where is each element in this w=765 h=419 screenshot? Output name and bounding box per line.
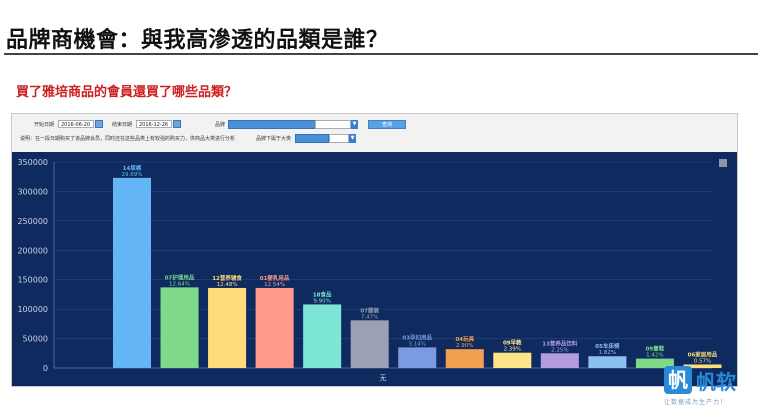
bar: [160, 287, 199, 368]
title-divider: [4, 53, 758, 55]
report-panel: 开始日期 2016-06-20 结束日期 2016-12-26 品牌 ▼ 查询 …: [11, 113, 738, 387]
bar: [398, 347, 437, 368]
bar-category-label: 04玩具: [455, 335, 474, 343]
bar-percent-label: 2.90%: [456, 343, 473, 349]
bar-percent-label: 1.82%: [599, 350, 616, 356]
filter-bar: 开始日期 2016-06-20 结束日期 2016-12-26 品牌 ▼ 查询 …: [12, 114, 737, 152]
calendar-icon[interactable]: [95, 120, 103, 128]
y-tick-label: 150000: [17, 276, 48, 285]
y-tick-label: 0: [43, 364, 48, 373]
bar-category-label: 05车床椅: [595, 342, 620, 350]
bar-percent-label: 12.64%: [169, 281, 190, 287]
category-select-value[interactable]: [329, 134, 349, 143]
chart-svg: 0 50000 100000 150000 200000 250000 300000 3500…: [17, 158, 722, 382]
bar-percent-label: 7.47%: [361, 314, 378, 320]
bar: [303, 304, 342, 368]
bar-percent-label: 9.90%: [313, 298, 330, 304]
bar-category-label: 01婴乳用品: [260, 274, 290, 282]
bar-category-label: 18食品: [313, 290, 332, 298]
bar: [540, 353, 579, 368]
bar-percent-label: 3.14%: [408, 341, 425, 347]
bar: [445, 349, 484, 368]
category-label: 品牌下属于大类: [256, 136, 292, 142]
bar-percent-label: 2.25%: [551, 347, 568, 353]
bar-category-label: 03孕妇用品: [402, 333, 432, 341]
bar: [208, 287, 247, 368]
bar: [350, 320, 389, 368]
y-tick-label: 100000: [17, 305, 48, 314]
start-date-input[interactable]: 2016-06-20: [58, 120, 94, 128]
bar-chart: 0 50000 100000 150000 200000 250000 300000 3500…: [12, 152, 737, 386]
bar-percent-label: 29.69%: [122, 172, 143, 178]
bar-category-label: 09早教: [503, 339, 522, 347]
bar: [493, 352, 532, 368]
brand-label: 品牌: [215, 122, 226, 128]
logo-slogan: 让数据成为生产力！: [664, 399, 728, 406]
start-date-label: 开始日期: [34, 122, 55, 128]
chevron-down-icon[interactable]: ▼: [351, 120, 358, 129]
end-date-input[interactable]: 2016-12-26: [136, 120, 172, 128]
y-tick-label: 350000: [17, 158, 48, 167]
bar-percent-label: 1.42%: [646, 353, 663, 359]
bar-percent-label: 0.57%: [694, 358, 711, 364]
page-title: 品牌商機會：與我高滲透的品類是誰？: [6, 28, 389, 53]
y-tick-label: 200000: [17, 246, 48, 255]
bar-percent-label: 12.48%: [217, 282, 238, 288]
x-axis-label: 无: [380, 374, 387, 382]
bar-category-label: 07婴装: [360, 306, 379, 314]
end-date-label: 结束日期: [112, 122, 133, 128]
brand-select-value[interactable]: [315, 120, 351, 129]
y-tick-label: 300000: [17, 187, 48, 196]
bar: [683, 364, 722, 368]
y-tick-label: 250000: [17, 217, 48, 226]
query-button[interactable]: 查询: [368, 120, 406, 129]
logo-name: 帆软: [696, 370, 736, 394]
bar-category-label: 13营养品饮料: [542, 339, 578, 347]
brand-select[interactable]: [228, 120, 316, 129]
bar-category-label: 12营养辅食: [212, 274, 242, 282]
bar-category-label: 09童鞋: [646, 345, 665, 353]
bar: [588, 356, 627, 368]
bar-percent-label: 12.54%: [264, 282, 285, 288]
expand-icon[interactable]: [719, 159, 727, 167]
bar-percent-label: 2.39%: [504, 347, 521, 353]
bar-category-label: 06家居用品: [688, 350, 718, 358]
page-subtitle: 買了雅培商品的會員還買了哪些品類？: [16, 85, 238, 100]
chevron-down-icon[interactable]: ▼: [349, 134, 356, 143]
bar: [255, 287, 294, 368]
bar: [635, 358, 674, 368]
calendar-icon[interactable]: [173, 120, 181, 128]
bar-category-label: 14尿裤: [123, 164, 142, 172]
fanruan-logo-icon: 帆: [664, 366, 692, 394]
bar: [112, 177, 152, 368]
y-tick-label: 50000: [23, 335, 48, 344]
description-note: 说明：在一段日期购买了该品牌会员，同时还在这些品类上有较强的购买力，供商品大类进…: [20, 136, 236, 142]
bar-category-label: 07护理用品: [165, 273, 195, 281]
category-select[interactable]: [295, 134, 329, 143]
